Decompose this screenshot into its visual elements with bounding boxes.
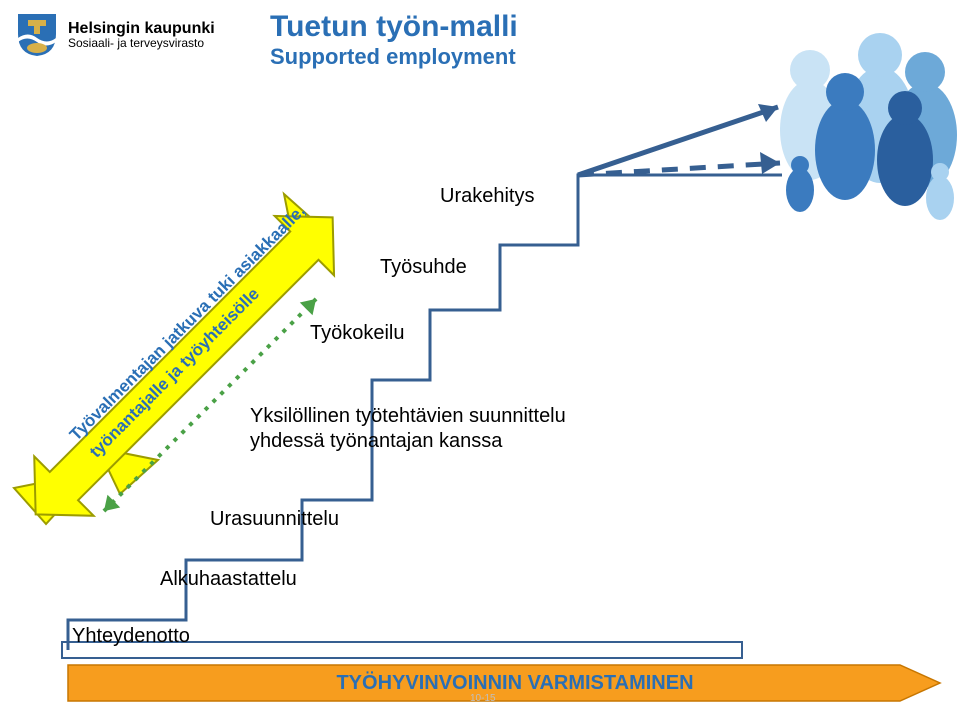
step-urasuunnittelu: Urasuunnittelu — [210, 508, 339, 531]
step-alkuhaastattelu: Alkuhaastattelu — [160, 568, 297, 591]
step-yhteydenotto: Yhteydenotto — [72, 625, 190, 648]
step-yksilollinen-a: Yksilöllinen työtehtävien suunnittelu — [250, 405, 566, 428]
step-yksilollinen-b: yhdessä työnantajan kanssa — [250, 430, 502, 453]
step-tyokokeilu: Työkokeilu — [310, 322, 405, 345]
bottom-bar-label: TYÖHYVINVOINNIN VARMISTAMINEN — [300, 672, 730, 695]
slide-stage: Helsingin kaupunki Sosiaali- ja terveysv… — [0, 0, 960, 712]
step-urakehitys: Urakehitys — [440, 185, 534, 208]
step-tyosuhde: Työsuhde — [380, 256, 467, 279]
bottom-bar-sub: 10-15 — [470, 693, 496, 704]
people-graphic — [780, 33, 957, 220]
